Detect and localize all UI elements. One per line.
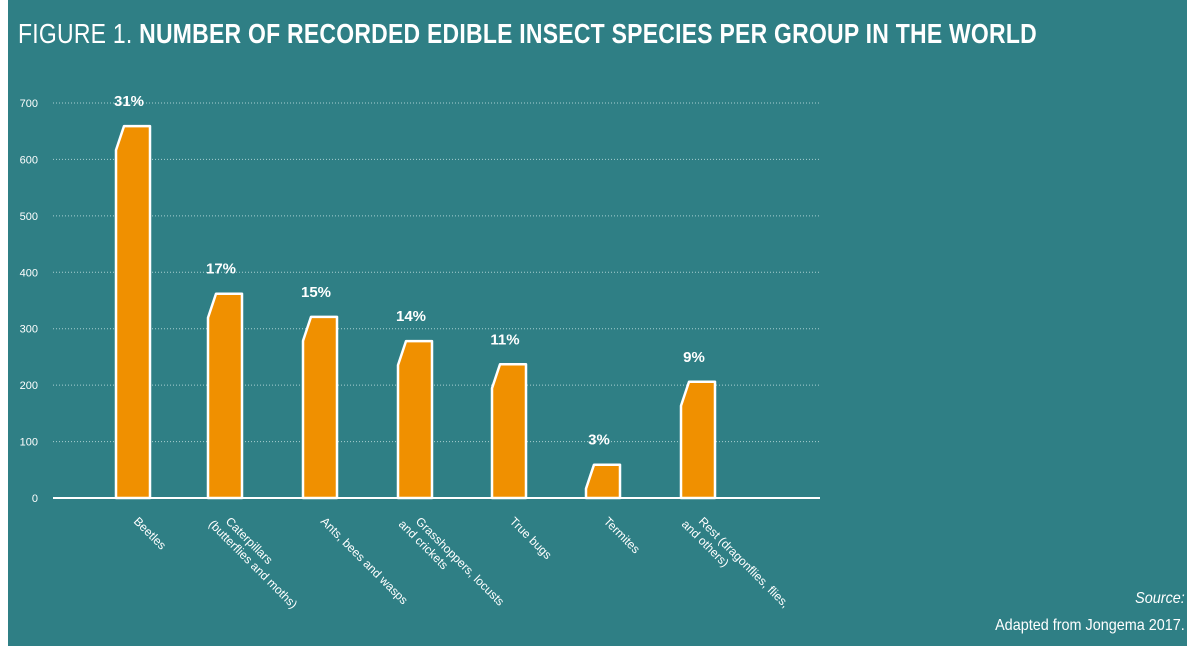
- figure-title: FIGURE 1. NUMBER OF RECORDED EDIBLE INSE…: [18, 18, 1037, 50]
- source-text: Adapted from Jongema 2017.: [995, 617, 1185, 634]
- bar: [396, 339, 434, 500]
- source-label: Source:: [1135, 590, 1185, 607]
- bar: [584, 463, 622, 500]
- figure-title-text: NUMBER OF RECORDED EDIBLE INSECT SPECIES…: [139, 18, 1037, 49]
- y-tick-label: 0: [32, 493, 38, 505]
- y-tick-label: 400: [20, 267, 38, 279]
- y-tick-label: 600: [20, 154, 38, 166]
- x-tick-label: Termites: [601, 514, 643, 556]
- data-label: 31%: [114, 93, 144, 110]
- figure-panel: FIGURE 1. NUMBER OF RECORDED EDIBLE INSE…: [8, 0, 1187, 646]
- data-label: 11%: [490, 331, 519, 348]
- y-tick-label: 500: [20, 211, 38, 223]
- bar: [114, 124, 152, 500]
- x-tick-label: Caterpillars(butterflies and moths): [206, 507, 310, 611]
- data-label: 3%: [588, 432, 610, 449]
- bar: [679, 380, 717, 500]
- bar-chart: 0 100 200 300 400 500 600 700 31% 17% 15% 14% 11% 3% 9…: [20, 93, 820, 620]
- bar: [301, 315, 339, 500]
- data-label: 9%: [683, 349, 705, 366]
- x-tick-label: Rest (dragonflies, flies,and others): [679, 507, 792, 620]
- data-label: 15%: [301, 284, 331, 301]
- y-tick-label: 300: [20, 324, 38, 336]
- y-tick-label: 200: [20, 380, 38, 392]
- x-tick-label: Grasshoppers, locustsand crickets: [396, 507, 507, 618]
- figure-number: FIGURE 1.: [18, 18, 133, 49]
- x-tick-label: Ants, bees and wasps: [318, 514, 411, 607]
- bar: [490, 363, 528, 500]
- source-note: Source: Adapted from Jongema 2017.: [995, 585, 1185, 639]
- y-tick-label: 700: [20, 98, 38, 110]
- bar: [206, 292, 244, 500]
- x-tick-label: True bugs: [507, 514, 555, 562]
- data-label: 14%: [396, 308, 426, 325]
- x-tick-label: Beetles: [131, 514, 169, 552]
- data-label: 17%: [206, 261, 236, 278]
- y-tick-label: 100: [20, 437, 38, 449]
